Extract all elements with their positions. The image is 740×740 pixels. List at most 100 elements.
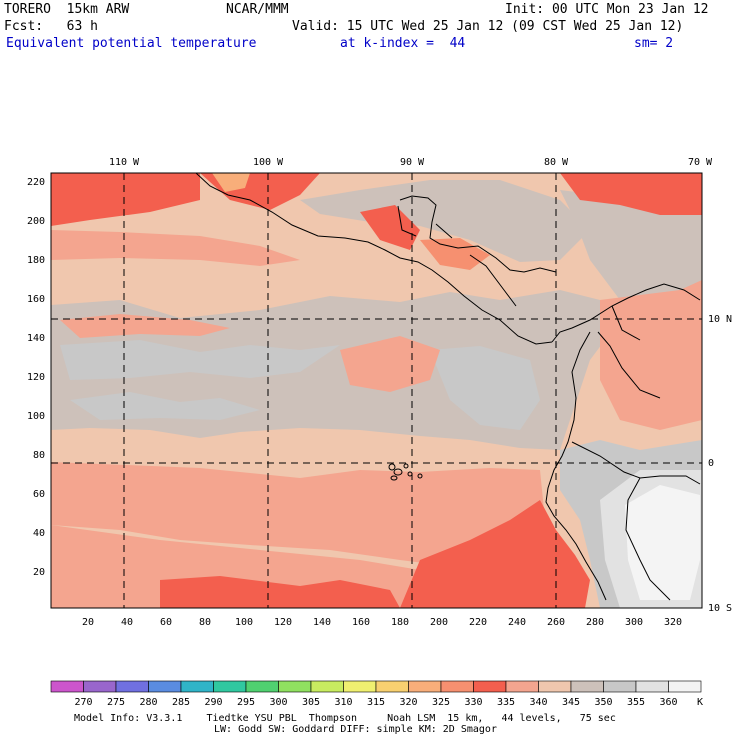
yucatan-coast: [399, 195, 557, 273]
field-band-335-mid: [60, 314, 230, 338]
y-tick: 40: [33, 528, 45, 539]
y-tick: 200: [27, 216, 45, 227]
field-band-325: [420, 238, 490, 270]
x-tick: 100: [235, 617, 253, 628]
field-band-335-east: [600, 280, 702, 430]
x-tick: 260: [547, 617, 565, 628]
colorbar-swatch: [603, 680, 637, 693]
colorbar-swatch: [570, 680, 604, 693]
field-band-320: [212, 173, 250, 192]
lon-label: 100 W: [253, 157, 284, 168]
colombia-ecuador-coast: [545, 331, 607, 601]
colorbar-label: 360: [659, 697, 677, 708]
x-tick: 200: [430, 617, 448, 628]
colorbar-label: 300: [269, 697, 287, 708]
y-tick: 20: [33, 567, 45, 578]
forecast-hour: Fcst: 63 h: [4, 19, 98, 34]
colorbar: 270 275 280 285 290 295 300 305 310 315 320 325 330 3…: [50, 680, 703, 708]
x-tick: 80: [199, 617, 211, 628]
colorbar-swatch: [148, 680, 182, 693]
colorbar-swatch: [115, 680, 149, 693]
colorbar-swatch: [245, 680, 279, 693]
longitude-labels: 110 W 100 W 90 W 80 W 70 W: [109, 157, 713, 168]
field-band-335-south: [51, 462, 545, 570]
x-tick: 240: [508, 617, 526, 628]
lat-label: 10 S: [708, 603, 732, 614]
field-band-350-central: [430, 346, 540, 430]
south-america-interior: [597, 305, 661, 399]
field-band-345-east: [560, 190, 702, 300]
x-tick: 140: [313, 617, 331, 628]
x-tick: 280: [586, 617, 604, 628]
field-band-330-central-am: [360, 205, 420, 250]
x-tick: 20: [82, 617, 94, 628]
colorbar-label: 295: [237, 697, 255, 708]
init-time: Init: 00 UTC Mon 23 Jan 12: [505, 2, 709, 17]
colorbar-swatch: [213, 680, 247, 693]
colorbar-label: 280: [139, 697, 157, 708]
x-tick: 40: [121, 617, 133, 628]
andes-border: [571, 441, 701, 601]
colorbar-unit: K: [697, 697, 703, 708]
y-tick: 100: [27, 411, 45, 422]
field-band-345-upper: [300, 180, 590, 262]
colorbar-label: 285: [172, 697, 190, 708]
x-tick: 160: [352, 617, 370, 628]
smoothing-label: sm= 2: [634, 36, 674, 51]
field-name: Equivalent potential temperature: [6, 36, 257, 51]
x-tick: 60: [160, 617, 172, 628]
field-band-330-se: [400, 500, 590, 608]
colorbar-label: 310: [334, 697, 352, 708]
model-info-line1: Model Info: V3.3.1 Tiedtke YSU PBL Thomp…: [74, 713, 616, 724]
colorbar-label: 315: [367, 697, 385, 708]
x-tick: 180: [391, 617, 409, 628]
colorbar-swatch: [408, 680, 442, 693]
colorbar-label: 305: [302, 697, 320, 708]
mexico-coast: [195, 173, 553, 345]
center-label: NCAR/MMM: [226, 2, 289, 17]
central-america-border: [397, 205, 517, 307]
field-band-350-west: [60, 340, 340, 380]
colorbar-label: 340: [529, 697, 547, 708]
model-label: TORERO 15km ARW: [4, 2, 130, 17]
colorbar-swatch: [635, 680, 669, 693]
y-tick: 80: [33, 450, 45, 461]
y-tick: 140: [27, 333, 45, 344]
colorbar-swatch: [180, 680, 214, 693]
colorbar-swatch: [473, 680, 507, 693]
colorbar-label: 290: [204, 697, 222, 708]
x-tick: 300: [625, 617, 643, 628]
y-tick: 220: [27, 177, 45, 188]
y-tick: 60: [33, 489, 45, 500]
x-tick: 220: [469, 617, 487, 628]
colorbar-label: 325: [432, 697, 450, 708]
lon-label: 70 W: [688, 157, 713, 168]
field-band-335-central: [340, 336, 440, 392]
field-band-330-sw: [160, 576, 400, 608]
y-tick: 120: [27, 372, 45, 383]
lon-label: 110 W: [109, 157, 140, 168]
lon-label: 90 W: [400, 157, 425, 168]
graticule: [51, 173, 702, 608]
map-border: [50, 172, 703, 609]
colorbar-label: 270: [74, 697, 92, 708]
latitude-labels: 10 N 0 10 S: [708, 314, 732, 614]
galapagos-islands: [388, 463, 423, 481]
field-band-350-sw: [70, 392, 260, 420]
field-andes-360: [625, 485, 700, 600]
y-axis: 220 200 180 160 140 120 100 80 60 40 20: [27, 177, 45, 578]
field-band-335-north: [51, 230, 300, 266]
colorbar-swatch: [343, 680, 377, 693]
colorbar-swatch: [440, 680, 474, 693]
colorbar-label: 350: [594, 697, 612, 708]
colorbar-swatch: [375, 680, 409, 693]
map-panel: [50, 172, 703, 609]
colorbar-label: 355: [627, 697, 645, 708]
model-info-line2: LW: Godd SW: Goddard DIFF: simple KM: 2D…: [214, 724, 497, 735]
south-america-coast: [551, 283, 701, 343]
x-axis: 20 40 60 80 100 120 140 160 180 200 220 …: [82, 617, 682, 628]
colorbar-label: 345: [562, 697, 580, 708]
colorbar-swatch: [310, 680, 344, 693]
valid-time: Valid: 15 UTC Wed 25 Jan 12 (09 CST Wed …: [292, 19, 684, 34]
